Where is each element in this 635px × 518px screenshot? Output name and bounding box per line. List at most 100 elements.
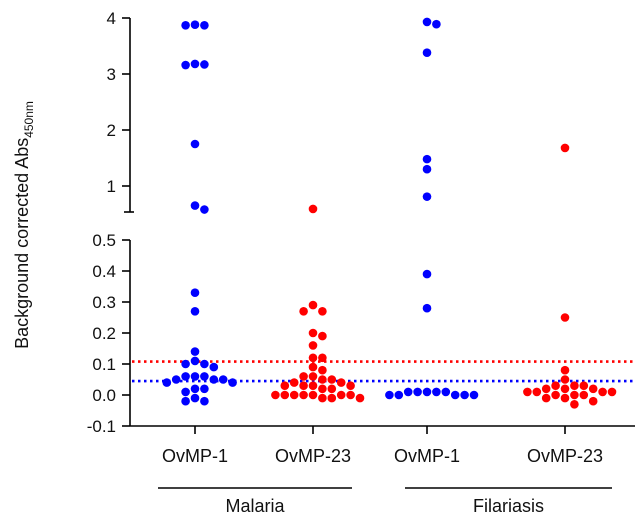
group-label: Malaria — [225, 496, 285, 516]
data-point — [190, 307, 200, 316]
y-tick-label: 0.1 — [92, 355, 116, 374]
data-point — [394, 390, 404, 400]
y-tick-label: 3 — [107, 65, 116, 84]
data-point — [403, 387, 413, 397]
y-axis-title-text: Background corrected Abs — [12, 138, 32, 349]
data-point — [289, 378, 299, 387]
data-point — [598, 387, 607, 397]
data-point — [422, 154, 432, 164]
data-point — [190, 139, 200, 149]
data-point — [422, 269, 432, 279]
y-axis-title: Background corrected Abs450nm — [12, 101, 36, 349]
data-point — [318, 393, 327, 403]
y-tick-label: 0.0 — [92, 386, 116, 405]
data-point — [432, 387, 441, 397]
data-point — [200, 396, 209, 406]
data-point — [460, 390, 469, 400]
data-point — [209, 375, 219, 384]
data-point — [560, 365, 570, 375]
data-point — [422, 387, 432, 397]
y-tick-label: 1 — [107, 177, 116, 196]
y-tick-label: 0.2 — [92, 324, 116, 343]
data-point — [560, 393, 570, 403]
data-point — [560, 143, 570, 153]
data-point — [308, 341, 318, 350]
data-point — [200, 359, 209, 369]
data-point — [327, 384, 337, 394]
data-point — [570, 400, 579, 409]
data-point — [318, 384, 327, 394]
data-point — [607, 387, 617, 397]
data-point — [318, 331, 327, 341]
data-point — [551, 390, 560, 400]
data-point — [422, 48, 432, 58]
data-point — [422, 192, 432, 201]
y-tick-label: 0.3 — [92, 293, 116, 312]
data-point — [299, 307, 308, 316]
data-point — [181, 20, 190, 30]
data-point — [181, 396, 190, 406]
data-point — [162, 378, 172, 387]
data-point — [308, 204, 318, 214]
x-category-label: OvMP-23 — [275, 446, 351, 466]
data-point — [299, 381, 308, 391]
data-point — [541, 384, 551, 394]
data-point — [532, 387, 542, 397]
data-point — [308, 362, 318, 372]
data-point — [190, 393, 200, 403]
data-point — [422, 17, 432, 27]
data-point — [560, 375, 570, 384]
data-point — [579, 381, 589, 391]
data-point — [280, 390, 290, 400]
data-point — [523, 387, 532, 397]
data-point — [441, 387, 451, 397]
data-point — [190, 201, 200, 210]
data-point — [579, 390, 589, 400]
data-point — [318, 365, 327, 375]
data-point — [299, 390, 308, 400]
data-point — [560, 313, 570, 322]
y-tick-label: 2 — [107, 121, 116, 140]
data-point — [181, 359, 190, 369]
data-point — [289, 390, 299, 400]
data-point — [588, 396, 598, 406]
data-point — [432, 19, 441, 29]
data-point — [308, 390, 318, 400]
data-point — [308, 353, 318, 363]
y-tick-label: 0.4 — [92, 262, 116, 281]
x-category-label: OvMP-23 — [527, 446, 603, 466]
data-point — [385, 390, 394, 400]
data-point — [336, 378, 346, 387]
data-point — [346, 381, 355, 391]
data-point — [200, 205, 209, 214]
data-point — [181, 387, 190, 397]
data-point — [560, 384, 570, 394]
data-point — [190, 356, 200, 366]
data-point — [308, 328, 318, 338]
data-point — [299, 372, 308, 381]
data-point — [469, 390, 479, 400]
data-point — [308, 381, 318, 391]
data-point — [450, 390, 460, 400]
data-point — [570, 390, 579, 400]
data-point — [171, 375, 181, 384]
data-point — [327, 393, 337, 403]
data-point — [190, 288, 200, 298]
x-category-label: OvMP-1 — [162, 446, 228, 466]
data-point — [271, 390, 280, 400]
data-point — [200, 384, 209, 394]
data-point — [355, 393, 365, 403]
data-point — [181, 372, 190, 381]
data-point — [413, 387, 422, 397]
x-category-label: OvMP-1 — [394, 446, 460, 466]
data-point — [588, 384, 598, 394]
data-point — [308, 300, 318, 310]
data-point — [318, 353, 327, 363]
data-point — [308, 372, 318, 381]
data-point — [318, 375, 327, 384]
data-point — [190, 20, 200, 30]
data-point — [200, 60, 209, 69]
data-point — [190, 347, 200, 356]
data-point — [181, 60, 190, 70]
